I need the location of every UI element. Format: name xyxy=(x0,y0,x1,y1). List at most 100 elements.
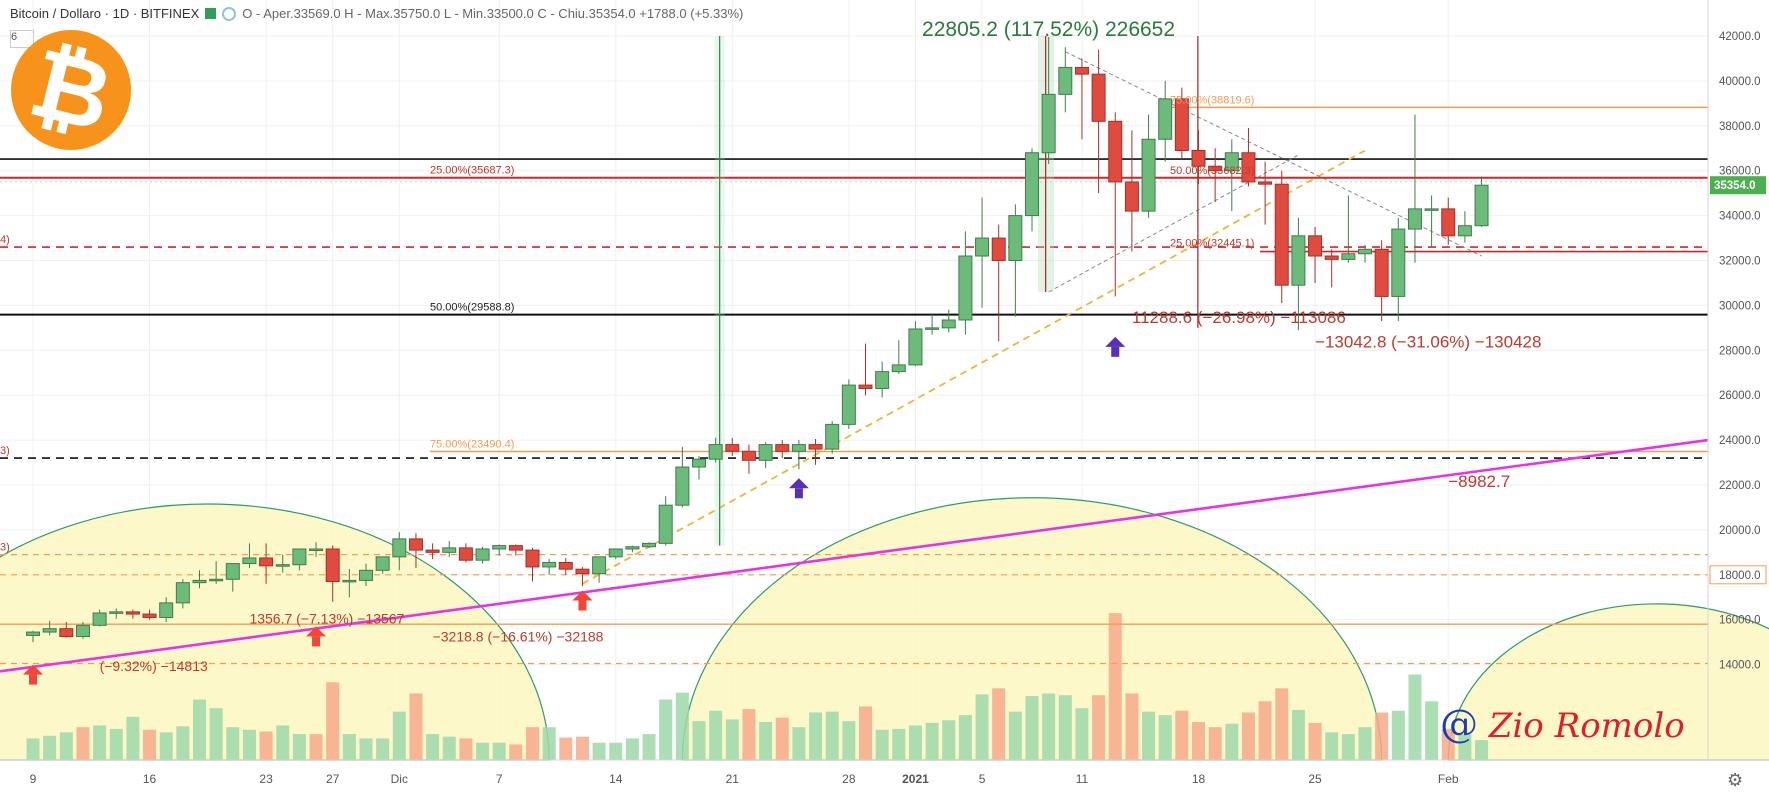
volume-bar xyxy=(625,738,639,760)
volume-bars xyxy=(26,613,1489,760)
time-axis[interactable]: 9 16 23 27 Dic 7 14 21 28 2021 5 11 18 25 Feb xyxy=(30,772,1459,786)
dashed-trendline xyxy=(582,149,1366,585)
candle xyxy=(841,379,856,429)
volume-bar xyxy=(675,692,689,760)
candle-body xyxy=(542,561,557,568)
ohlc-readout: O - Aper.33569.0 H - Max.35750.0 L - Min… xyxy=(242,6,744,21)
candle xyxy=(1358,244,1372,263)
candle xyxy=(1324,249,1339,288)
volume-bar xyxy=(492,742,506,760)
volume-bar xyxy=(109,728,123,760)
time-tick-label: 14 xyxy=(609,772,623,786)
last-price-value: 35354.0 xyxy=(1714,180,1756,192)
candle xyxy=(1041,37,1056,164)
drawings xyxy=(0,36,1709,673)
volume-bar xyxy=(892,728,906,760)
candle xyxy=(625,545,640,553)
volume-bar xyxy=(1092,695,1106,760)
annotation-label: −3218.8 (−16.61%) −32188 xyxy=(433,629,604,645)
candle xyxy=(1341,195,1356,263)
price-axis[interactable]: 42000.0 40000.0 38000.0 36000.0 34000.0 32000… xyxy=(1709,31,1767,672)
candle-body xyxy=(941,319,956,329)
candle-body xyxy=(1108,120,1123,183)
volume-bar xyxy=(342,734,356,760)
candle-body xyxy=(958,255,973,321)
volume-bar xyxy=(1142,711,1156,760)
candle-body xyxy=(359,569,373,581)
annotation-label: −8982.7 xyxy=(1448,472,1510,491)
candlesticks[interactable] xyxy=(26,37,1489,643)
candle-body xyxy=(841,384,856,425)
candle xyxy=(1474,176,1489,227)
annotation-label: (−9.32%) −14813 xyxy=(100,658,208,674)
candle xyxy=(75,621,90,639)
candle xyxy=(325,545,340,602)
signal-arrow-stem xyxy=(312,636,321,647)
volume-bar xyxy=(43,735,57,760)
volume-bar xyxy=(1008,711,1022,760)
candle xyxy=(575,566,590,587)
candle xyxy=(1407,114,1422,263)
candle-body xyxy=(1158,98,1173,140)
candle xyxy=(1208,148,1223,203)
time-tick-label: 2021 xyxy=(902,772,929,786)
candle xyxy=(1441,197,1456,245)
candle-body xyxy=(109,611,124,614)
signal-arrow xyxy=(572,590,593,601)
candle xyxy=(275,554,290,573)
flag-icon[interactable] xyxy=(205,8,217,19)
symbol-title[interactable]: Bitcoin / Dollaro · 1D · BITFINEX xyxy=(10,6,200,21)
volume-bar xyxy=(1158,715,1172,760)
candle xyxy=(741,444,756,474)
volume-bar xyxy=(1358,727,1372,760)
candle-body xyxy=(725,444,740,452)
candle-body xyxy=(142,613,157,618)
volume-bar xyxy=(442,736,456,760)
candle-body xyxy=(825,423,840,450)
volume-bar xyxy=(409,693,423,760)
annotation-label: 11288.6 (−26.98%) −113086 xyxy=(1132,308,1346,327)
level-badge-value: 18000.0 xyxy=(1719,570,1761,582)
volume-bar xyxy=(59,732,73,760)
candle-body xyxy=(392,538,407,558)
volume-bar xyxy=(126,716,140,760)
bitcoin-logo: ₿ xyxy=(11,26,131,154)
price-tick-label: 40000.0 xyxy=(1719,76,1761,88)
volume-bar xyxy=(1391,710,1405,760)
candle-body xyxy=(175,582,190,604)
candle-body xyxy=(309,548,324,551)
volume-bar xyxy=(459,738,473,760)
candle xyxy=(425,543,440,560)
candle xyxy=(259,543,274,584)
volume-bar xyxy=(1042,693,1056,760)
volume-bar xyxy=(942,720,956,760)
volume-bar xyxy=(759,722,773,760)
interval-button[interactable]: 6 xyxy=(10,30,34,48)
candle xyxy=(775,440,790,459)
edge-label: 4) xyxy=(0,234,10,246)
candle-body xyxy=(225,563,240,580)
gear-icon[interactable]: ⚙ xyxy=(1727,770,1744,790)
volume-bar xyxy=(426,734,440,760)
candle-body xyxy=(209,578,224,582)
volume-bar xyxy=(392,711,406,760)
candle-body xyxy=(858,384,873,389)
candle-body xyxy=(1407,208,1422,230)
volume-bar xyxy=(76,727,90,760)
candle xyxy=(1457,211,1472,243)
candle-body xyxy=(1457,225,1472,237)
candle xyxy=(1424,195,1439,248)
volume-bar xyxy=(592,742,606,760)
candle-body xyxy=(625,546,640,550)
candle xyxy=(175,579,190,609)
volume-bar xyxy=(1408,674,1422,760)
candle xyxy=(725,437,740,456)
volume-bar xyxy=(809,712,823,760)
volume-bar xyxy=(476,742,490,760)
candle-body xyxy=(259,557,274,567)
price-tick-label: 32000.0 xyxy=(1719,256,1761,268)
candle xyxy=(475,546,490,564)
edge-label: 3) xyxy=(0,542,10,554)
candle-body xyxy=(292,548,307,566)
